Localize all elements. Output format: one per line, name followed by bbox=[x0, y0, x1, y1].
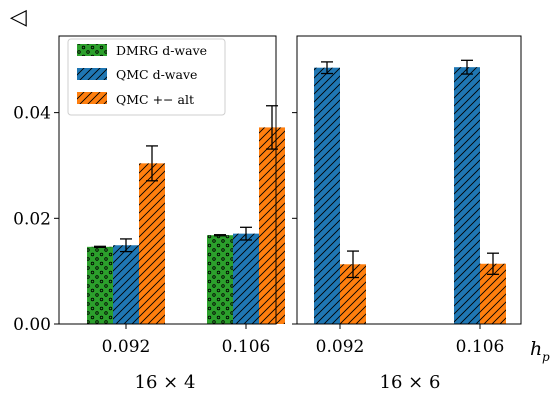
legend-label-dmrg-dwave: DMRG d-wave bbox=[116, 43, 207, 58]
x-tick-label-right-0.092: 0.092 bbox=[316, 337, 365, 357]
bar-hatch-qmc-alt-0.106 bbox=[259, 127, 285, 324]
bar-hatch-qmc-d-wave-0.092 bbox=[314, 67, 340, 324]
y-tick-label-0: 0.00 bbox=[13, 315, 51, 335]
panel-16x4: 0.092 0.106 0.00 0.02 0.04 bbox=[13, 35, 285, 357]
x-axis-symbol: h bbox=[530, 338, 542, 360]
axes-frame-right bbox=[296, 35, 522, 325]
legend-label-qmc-alt: QMC +− alt bbox=[116, 92, 194, 107]
x-tick-label-left-0.092: 0.092 bbox=[102, 337, 151, 357]
y-tick-label-2: 0.04 bbox=[13, 104, 51, 124]
panel-16x6: 0.092 0.106 bbox=[292, 35, 522, 357]
legend-swatch-qmc-alt-hatch bbox=[77, 92, 107, 104]
axes-frame-left bbox=[58, 35, 277, 325]
x-tick-label-right-0.106: 0.106 bbox=[456, 337, 505, 357]
legend-label-qmc-dwave: QMC d-wave bbox=[116, 67, 197, 82]
bar-hatch-qmc-alt-0.092 bbox=[139, 163, 165, 324]
legend: DMRG d-wave QMC d-wave QMC +− alt bbox=[67, 38, 226, 116]
y-tick-label-1: 0.02 bbox=[13, 209, 51, 229]
bar-hatch-qmc-d-wave-0.106 bbox=[454, 67, 480, 324]
legend-swatch-qmc-dwave-hatch bbox=[77, 68, 107, 80]
x-axis-subscript: p bbox=[542, 350, 550, 364]
bar-hatch-qmc-d-wave-0.106 bbox=[233, 233, 259, 324]
y-axis-symbol: ◁ bbox=[10, 5, 27, 30]
x-tick-label-left-0.106: 0.106 bbox=[222, 337, 271, 357]
legend-frame bbox=[67, 38, 226, 116]
legend-swatch-dmrg-dwave-hatch bbox=[77, 44, 107, 56]
bar-hatch-dmrg-d-wave-0.106 bbox=[207, 235, 233, 324]
bar-hatch-dmrg-d-wave-0.092 bbox=[87, 246, 113, 324]
panel-label-16x4: 16 × 4 bbox=[135, 372, 196, 393]
panel-label-16x6: 16 × 6 bbox=[380, 372, 441, 393]
bar-hatch-qmc-d-wave-0.092 bbox=[113, 245, 139, 324]
